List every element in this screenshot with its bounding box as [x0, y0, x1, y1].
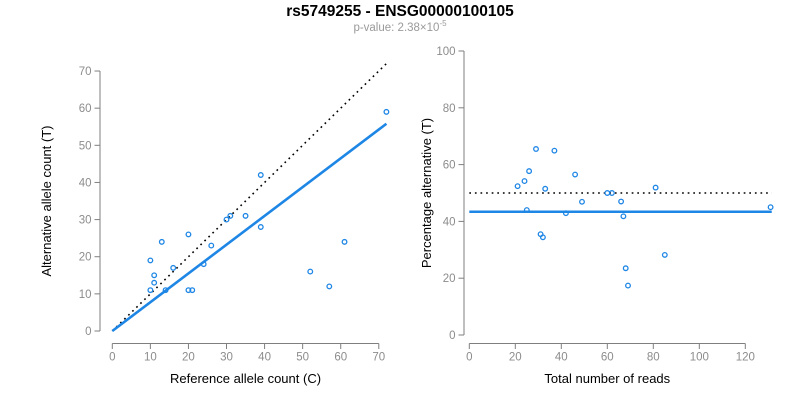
data-point [147, 257, 154, 264]
y-tick-label: 40 [79, 177, 92, 189]
y-tick-label: 70 [79, 66, 92, 78]
data-point [158, 238, 165, 245]
data-point [223, 216, 230, 223]
figure-subtitle: p-value: 2.38×10-5 [0, 19, 800, 34]
x-tick-label: 50 [296, 352, 309, 364]
y-axis-title: Alternative allele count (T) [39, 126, 54, 277]
p-value-exponent-text: -5 [439, 19, 447, 29]
y-tick-label: 60 [443, 160, 456, 172]
x-tick-label: 0 [109, 352, 115, 364]
x-axis-title: Reference allele count (C) [170, 371, 321, 386]
x-tick-label: 120 [736, 352, 755, 364]
data-point [189, 287, 196, 294]
y-tick-label: 10 [79, 289, 92, 301]
data-point [539, 234, 546, 241]
x-tick-label: 10 [144, 352, 157, 364]
x-tick-label: 80 [647, 352, 660, 364]
data-point [170, 264, 177, 271]
data-point [208, 242, 215, 249]
x-tick-label: 20 [182, 352, 195, 364]
data-point [622, 265, 629, 272]
data-point [572, 171, 579, 178]
y-tick-label: 20 [443, 273, 456, 285]
x-tick-label: 20 [509, 352, 522, 364]
allele-counts-scatter: 0 10 20 30 40 50 60 70 0 10 20 30 40 50 60 70 Reference … [39, 63, 390, 386]
data-point [608, 190, 615, 196]
data-point [307, 268, 314, 275]
y-tick-label: 30 [79, 215, 92, 227]
y-tick-label: 60 [79, 103, 92, 115]
percentage-vs-reads-scatter: 0 20 40 60 80 100 120 0 20 40 60 80 100 Total number … [419, 46, 774, 386]
data-point [551, 147, 558, 154]
y-tick-label: 100 [436, 46, 455, 58]
data-point [542, 185, 549, 192]
data-point [200, 261, 207, 268]
data-point [242, 212, 249, 219]
data-point [521, 178, 528, 185]
data-point [185, 287, 192, 294]
x-axis-title: Total number of reads [544, 371, 670, 386]
data-point [652, 184, 659, 191]
data-point [151, 279, 158, 286]
x-tick-label: 60 [601, 352, 614, 364]
data-point [185, 231, 192, 238]
data-point [620, 213, 627, 220]
data-point [383, 108, 390, 115]
data-point [523, 207, 530, 213]
x-tick-label: 40 [258, 352, 271, 364]
y-tick-label: 0 [85, 326, 91, 338]
data-point [151, 272, 158, 279]
y-tick-label: 0 [449, 330, 455, 342]
figure-title: rs5749255 - ENSG00000100105 [286, 3, 514, 20]
data-point [341, 238, 348, 245]
data-point [618, 198, 625, 205]
x-tick-label: 100 [690, 352, 709, 364]
x-tick-label: 30 [220, 352, 233, 364]
y-tick-label: 50 [79, 140, 92, 152]
regression-line [111, 122, 388, 333]
data-point [147, 287, 154, 294]
data-point [661, 251, 668, 258]
data-point [526, 168, 533, 175]
x-tick-label: 0 [466, 352, 472, 364]
x-tick-label: 40 [555, 352, 568, 364]
data-point [162, 287, 169, 294]
data-point [257, 224, 264, 230]
data-point [533, 146, 539, 152]
y-tick-label: 20 [79, 252, 92, 264]
data-point [604, 190, 611, 196]
data-point [514, 183, 521, 190]
x-tick-label: 60 [334, 352, 347, 364]
data-point [562, 210, 569, 217]
y-tick-label: 80 [443, 103, 456, 115]
data-point [326, 283, 333, 290]
p-value-text: p-value: 2.38×10 [353, 22, 440, 34]
y-tick-label: 40 [443, 216, 456, 228]
identity-line [111, 63, 387, 332]
y-axis-title: Percentage alternative (T) [419, 118, 434, 268]
data-point [257, 172, 264, 178]
data-point [227, 212, 234, 219]
data-point [767, 204, 774, 211]
data-point [625, 282, 631, 289]
x-tick-label: 70 [372, 352, 385, 364]
data-point [579, 198, 585, 205]
